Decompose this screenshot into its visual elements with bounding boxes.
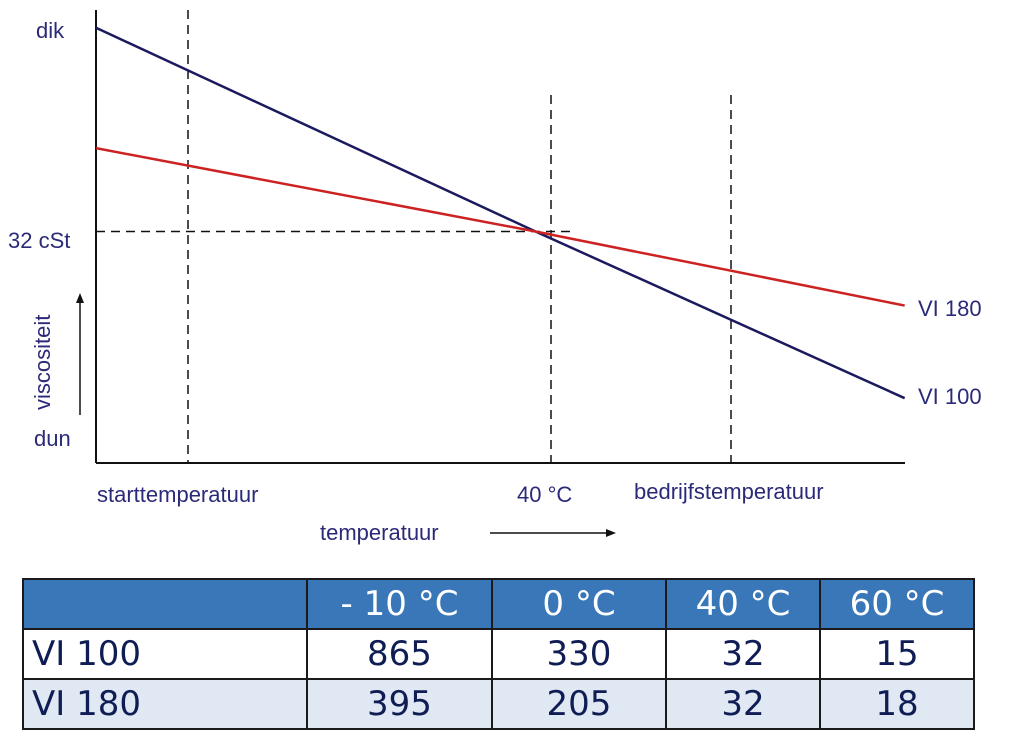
table-cell: 18 <box>819 678 975 730</box>
x-tick-start: starttemperatuur <box>97 482 259 507</box>
series-label-vi180: VI 180 <box>918 296 982 321</box>
y-axis-label: viscositeit <box>30 314 55 410</box>
series-line-vi100 <box>95 26 906 400</box>
y-ref-label: 32 cSt <box>8 228 71 253</box>
x-tick-operating: bedrijfstemperatuur <box>634 479 824 504</box>
table-cell: 865 <box>306 628 493 680</box>
series-label-vi100: VI 100 <box>918 384 982 409</box>
table-row: VI 100 865 330 32 15 <box>22 628 975 680</box>
table-row: VI 180 395 205 32 18 <box>22 678 975 730</box>
x-arrow-head <box>606 529 616 537</box>
viscosity-chart <box>76 10 906 537</box>
table-header-cell: 0 °C <box>491 578 667 630</box>
table-cell: 15 <box>819 628 975 680</box>
y-bottom-label: dun <box>34 426 71 451</box>
table-cell: 32 <box>665 628 821 680</box>
y-top-label: dik <box>36 18 65 43</box>
table-header-cell: 60 °C <box>819 578 975 630</box>
y-arrow-head <box>76 293 84 303</box>
table-header-row: - 10 °C 0 °C 40 °C 60 °C <box>22 578 975 630</box>
table-header-cell: 40 °C <box>665 578 821 630</box>
table-cell: 32 <box>665 678 821 730</box>
table-header-cell <box>22 578 308 630</box>
table-cell: 330 <box>491 628 667 680</box>
series-line-vi180 <box>95 146 905 307</box>
table-header-cell: - 10 °C <box>306 578 493 630</box>
table-cell: 205 <box>491 678 667 730</box>
x-tick-40c: 40 °C <box>517 482 573 507</box>
table-row-label: VI 180 <box>22 678 308 730</box>
table-row-label: VI 100 <box>22 628 308 680</box>
x-axis-label: temperatuur <box>320 520 439 545</box>
viscosity-table: - 10 °C 0 °C 40 °C 60 °C VI 100 865 330 … <box>22 578 975 730</box>
table-cell: 395 <box>306 678 493 730</box>
